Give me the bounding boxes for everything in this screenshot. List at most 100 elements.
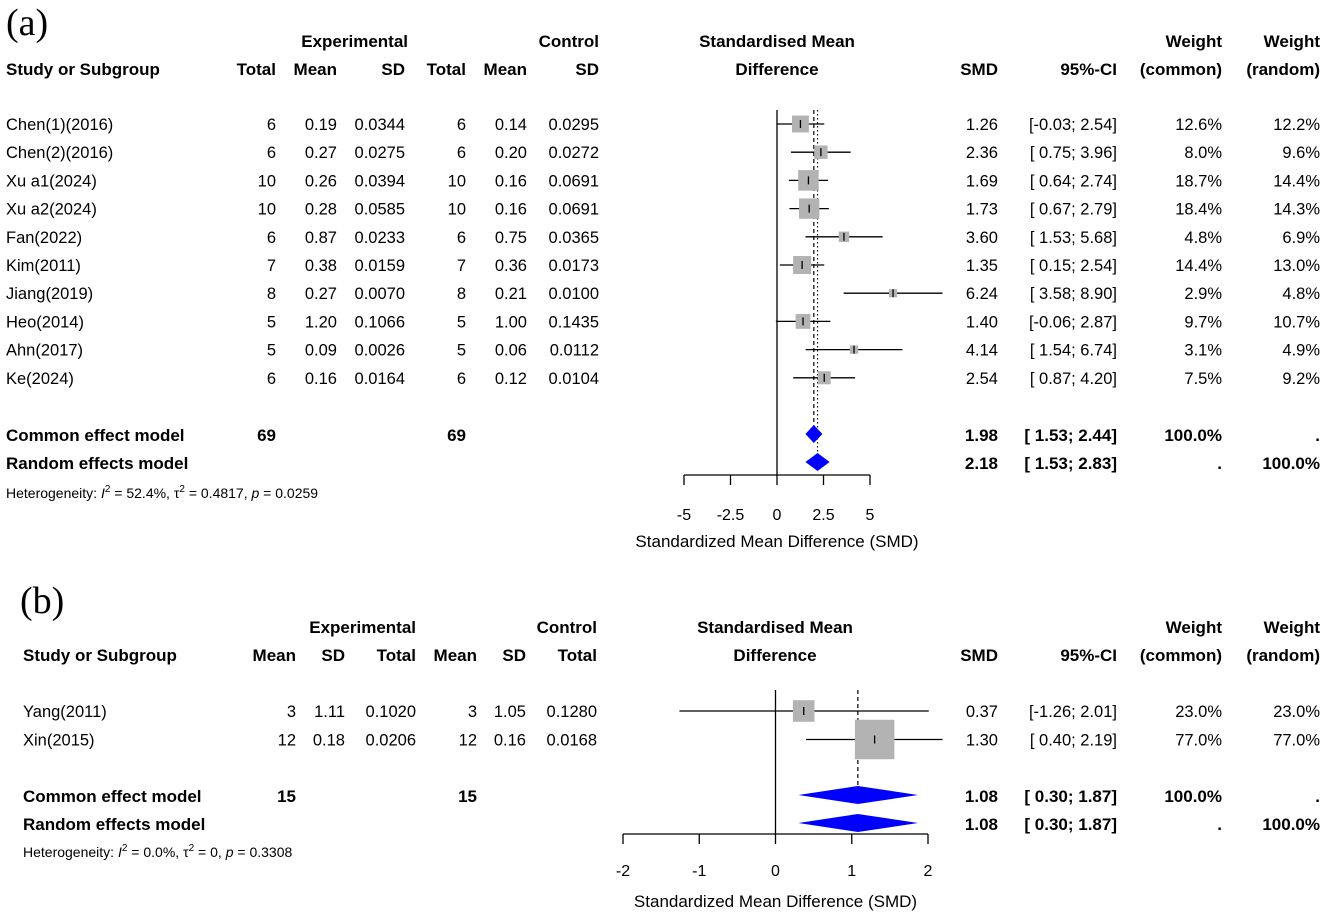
study-name: Chen(2)(2016)	[6, 144, 113, 162]
x-axis: -2 -1 0 1 2 Standardized Mean Difference (SMD…	[616, 833, 933, 911]
cell-c-total: 6	[457, 229, 466, 247]
x-tick-label: 2	[924, 863, 933, 880]
study-name: Ke(2024)	[6, 370, 74, 388]
header-experimental: Experimental	[309, 618, 416, 637]
ci-value: [ 1.53; 5.68]	[1030, 229, 1117, 247]
weight-random-value: 4.8%	[1282, 285, 1320, 303]
cell-e-total: 8	[267, 285, 276, 303]
cell-c-mean: 0.16	[495, 201, 527, 219]
ci-value: [ 1.54; 6.74]	[1030, 342, 1117, 360]
header-c-total: Total	[558, 646, 597, 665]
study-row: Xu a1(2024) 10 0.26 0.0394 10 0.16 0.0691 1.69 […	[6, 170, 1320, 191]
summary-diamond	[805, 453, 830, 471]
summary-e-total: 69	[257, 426, 276, 445]
x-tick-label: 0	[771, 863, 780, 880]
cell-e-sd: 0.0233	[355, 229, 405, 247]
study-row: Jiang(2019) 8 0.27 0.0070 8 0.21 0.0100 6.24 [ 3…	[6, 285, 1320, 303]
weight-common-value: 2.9%	[1184, 285, 1222, 303]
smd-value: 6.24	[966, 285, 998, 303]
forest-panel-b: (b) Experimental Control Standardised Mean W…	[20, 580, 1320, 911]
study-name: Ahn(2017)	[6, 342, 83, 360]
cell-e-total: 10	[258, 172, 276, 190]
summary-smd: 1.08	[965, 815, 998, 834]
panel-label: (b)	[20, 580, 64, 622]
study-name: Yang(2011)	[23, 703, 107, 721]
smd-value: 2.54	[966, 370, 998, 388]
header-smd: SMD	[960, 60, 998, 79]
summary-name: Common effect model	[23, 787, 202, 806]
ci-value: [-0.03; 2.54]	[1029, 116, 1117, 134]
summary-diamond	[798, 786, 919, 804]
smd-value: 1.26	[966, 116, 998, 134]
common-effect-row: Common effect model 15 15 1.08 [ 0.30; 1.87]…	[23, 786, 1320, 806]
cell-c-mean: 0.36	[495, 257, 527, 275]
x-tick-label: 2.5	[812, 507, 834, 524]
cell-c-mean: 0.20	[495, 144, 527, 162]
cell-c-sd: 0.0295	[549, 116, 599, 134]
cell-c-mean: 0.16	[495, 172, 527, 190]
study-name: Xin(2015)	[23, 732, 95, 750]
cell-e-sd: 0.0164	[355, 370, 405, 388]
cell-e-total: 6	[267, 370, 276, 388]
cell-c-mean: 0.21	[495, 285, 527, 303]
header-weight-random: Weight	[1264, 32, 1321, 51]
cell-e-total: 6	[267, 144, 276, 162]
header-c-sd: SD	[502, 646, 526, 665]
cell-c-sd: 0.0691	[549, 172, 599, 190]
study-name: Xu a1(2024)	[6, 172, 97, 190]
study-row: Heo(2014) 5 1.20 0.1066 5 1.00 0.1435 1.40 [-0.0…	[6, 313, 1320, 331]
header-c-sd: SD	[575, 60, 599, 79]
header-ci: 95%-CI	[1060, 60, 1117, 79]
cell-e-mean: 0.38	[305, 257, 337, 275]
cell-e-total: 10	[258, 201, 276, 219]
summary-name: Random effects model	[6, 454, 188, 473]
summary-c-total: 69	[447, 426, 466, 445]
header-experimental: Experimental	[301, 32, 408, 51]
summary-ci: [ 0.30; 1.87]	[1024, 815, 1117, 834]
summary-weight-common: .	[1217, 815, 1222, 834]
weight-random-value: 14.4%	[1273, 172, 1320, 190]
x-tick-label: 0	[773, 507, 782, 524]
header-e-mean: Mean	[253, 646, 296, 665]
cell-e-mean: 0.26	[305, 172, 337, 190]
summary-ci: [ 1.53; 2.83]	[1024, 454, 1117, 473]
ci-value: [ 0.40; 2.19]	[1030, 732, 1117, 750]
cell-e-total: 6	[267, 229, 276, 247]
summary-weight-random: .	[1315, 787, 1320, 806]
weight-random-value: 13.0%	[1273, 257, 1320, 275]
header-e-sd: SD	[321, 646, 345, 665]
weight-common-value: 9.7%	[1184, 313, 1222, 331]
cell-c-total: 8	[457, 285, 466, 303]
x-axis: -5 -2.5 0 2.5 5 Standardized Mean Difference …	[635, 474, 919, 551]
weight-random-value: 6.9%	[1282, 229, 1320, 247]
forest-panel-a: (a) Experimental Control Standardised Mean W…	[6, 2, 1320, 551]
summary-diamond	[798, 814, 919, 832]
cell-c-sd: 0.0173	[549, 257, 599, 275]
cell-c-total: 0.1280	[547, 703, 597, 721]
header-effect-line1: Standardised Mean	[697, 618, 853, 637]
cell-e-sd: 0.1066	[355, 313, 405, 331]
header-study: Study or Subgroup	[6, 60, 160, 79]
cell-c-total: 6	[457, 144, 466, 162]
ci-value: [-1.26; 2.01]	[1029, 703, 1117, 721]
random-effects-row: Random effects model 2.18 [ 1.53; 2.83]. 10…	[6, 453, 1320, 473]
header-e-mean: Mean	[294, 60, 337, 79]
ci-value: [ 0.75; 3.96]	[1030, 144, 1117, 162]
weight-common-value: 23.0%	[1175, 703, 1222, 721]
weight-random-value: 9.2%	[1282, 370, 1320, 388]
weight-common-value: 4.8%	[1184, 229, 1222, 247]
cell-e-mean: 0.19	[305, 116, 337, 134]
weight-common-value: 14.4%	[1175, 257, 1222, 275]
cell-e-mean: 0.09	[305, 342, 337, 360]
summary-smd: 1.98	[965, 426, 998, 445]
summary-weight-common: 100.0%	[1164, 426, 1222, 445]
header-common: (common)	[1140, 646, 1222, 665]
ci-value: [ 0.67; 2.79]	[1030, 201, 1117, 219]
panel-label: (a)	[6, 2, 48, 44]
header-effect-line2: Difference	[735, 60, 818, 79]
header-c-mean: Mean	[484, 60, 527, 79]
cell-c-sd: 0.16	[494, 732, 526, 750]
x-tick-label: 1	[847, 863, 856, 880]
weight-random-value: 77.0%	[1273, 732, 1320, 750]
